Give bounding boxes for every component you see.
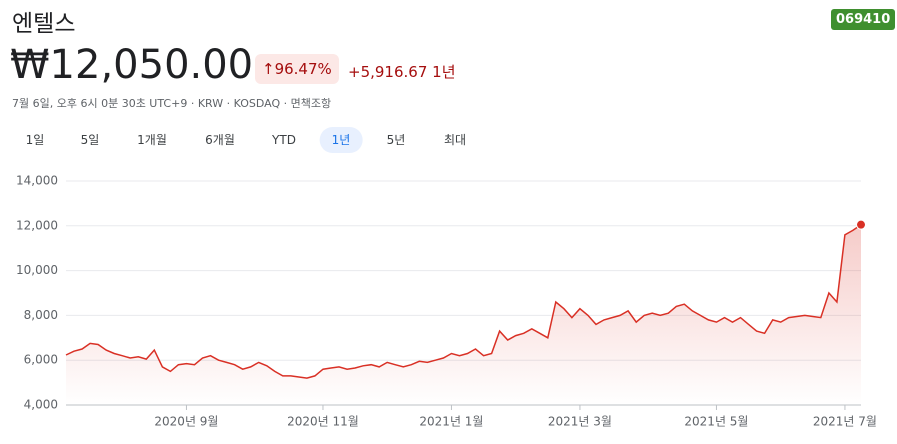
x-tick-label: 2020년 9월 bbox=[154, 415, 218, 429]
x-tick-label: 2020년 11월 bbox=[287, 415, 359, 429]
x-tick-label: 2021년 5월 bbox=[684, 415, 748, 429]
change-period: 1년 bbox=[432, 63, 456, 81]
range-tab[interactable]: 5일 bbox=[80, 133, 100, 147]
range-tab[interactable]: 1일 bbox=[25, 133, 45, 147]
ticker-badge[interactable]: 069410 bbox=[831, 9, 896, 30]
y-tick-label: 4,000 bbox=[24, 398, 58, 412]
up-arrow: ↑ bbox=[262, 60, 275, 78]
change-line: +5,916.67 1년 bbox=[348, 61, 456, 82]
range-tab[interactable]: 5년 bbox=[386, 133, 406, 147]
area-fill bbox=[66, 224, 861, 405]
range-tab[interactable]: 1년 bbox=[319, 127, 363, 153]
x-tick-label: 2021년 3월 bbox=[548, 415, 612, 429]
price: ₩12,050.00 bbox=[10, 42, 254, 88]
range-tab[interactable]: YTD bbox=[272, 133, 296, 147]
info-line: 7월 6일, 오후 6시 0분 30초 UTC+9 · KRW · KOSDAQ… bbox=[12, 97, 332, 110]
stock-name: 엔텔스 bbox=[12, 11, 76, 37]
y-tick-label: 6,000 bbox=[24, 353, 58, 367]
y-tick-label: 14,000 bbox=[16, 174, 58, 188]
y-tick-label: 10,000 bbox=[16, 263, 58, 277]
x-tick-label: 2021년 1월 bbox=[419, 415, 483, 429]
change-percent: 96.47% bbox=[274, 60, 332, 78]
y-tick-label: 12,000 bbox=[16, 218, 58, 232]
last-point bbox=[856, 219, 866, 230]
range-tab[interactable]: 6개월 bbox=[205, 133, 235, 147]
range-tab[interactable]: 최대 bbox=[443, 133, 467, 147]
x-tick-label: 2021년 7월 bbox=[813, 415, 877, 429]
change-value: +5,916.67 bbox=[348, 63, 428, 81]
change-pill: ↑96.47% bbox=[255, 54, 339, 84]
price-line bbox=[65, 224, 862, 379]
range-tab[interactable]: 1개월 bbox=[137, 133, 167, 147]
y-tick-label: 8,000 bbox=[24, 308, 58, 322]
